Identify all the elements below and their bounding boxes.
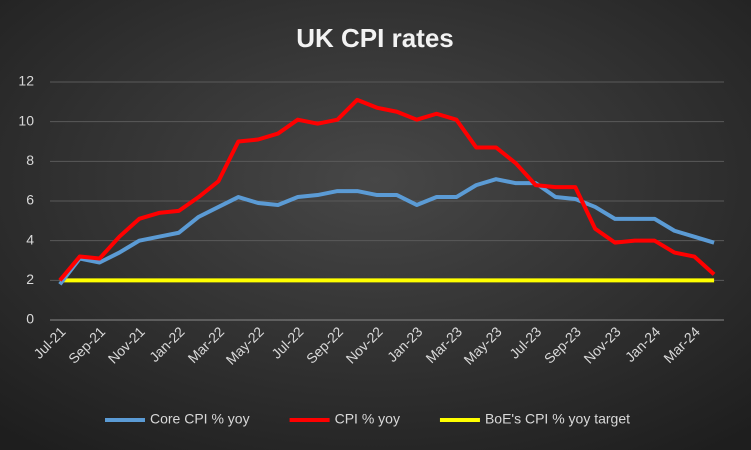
series-line [58,97,716,282]
y-tick-label: 8 [26,152,34,168]
y-tick-label: 0 [26,311,34,327]
series-line [58,177,715,286]
y-tick-label: 12 [18,73,34,89]
legend-label: Core CPI % yoy [150,411,250,427]
chart-title: UK CPI rates [296,23,454,53]
y-tick-label: 10 [18,112,34,128]
y-tick-label: 6 [26,192,34,208]
legend-label: CPI % yoy [335,411,400,427]
y-tick-label: 4 [26,231,34,247]
y-tick-label: 2 [26,271,34,287]
legend-label: BoE's CPI % yoy target [485,411,630,427]
